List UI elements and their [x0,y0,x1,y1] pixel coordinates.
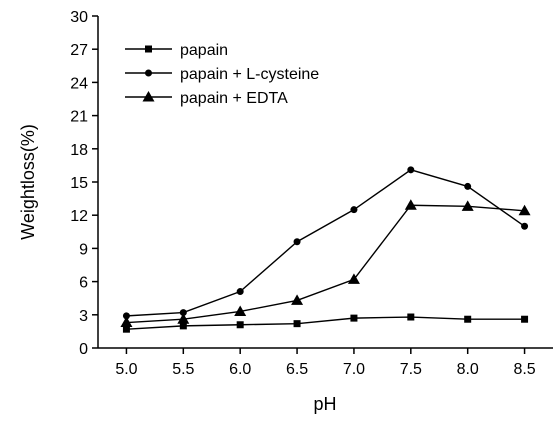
data-point-triangle [291,294,304,305]
y-tick-label: 6 [79,275,88,292]
data-point-circle [293,238,301,246]
series-triangle [120,199,531,328]
data-point-triangle [120,316,133,328]
x-tick-label: 8.5 [513,361,535,378]
data-point-circle [179,309,187,317]
y-axis-label: Weightloss(%) [18,124,38,240]
y-tick-label: 21 [70,109,88,126]
series-line [126,204,525,324]
x-tick-label: 6.5 [286,361,308,378]
x-tick-label: 5.5 [172,361,194,378]
series-square [122,313,529,333]
y-tick-label: 15 [70,175,88,192]
data-point-circle [407,166,415,174]
axes: 0 3 6 9 12 15 18 21 24 27 30 5.0 5.5 6.0 6.5 7.0 7.5 8.0 8… [70,9,553,378]
y-tick-label: 12 [70,208,88,225]
y-tick-label: 27 [70,42,88,59]
x-tick-label: 8.0 [457,361,479,378]
data-point-square [521,315,529,323]
data-point-square [236,321,244,329]
x-tick-label: 6.0 [229,361,251,378]
legend-label: papain [180,42,228,59]
legend-label: papain + EDTA [180,90,288,107]
y-tick-label: 24 [70,75,88,92]
data-point-circle [236,288,244,296]
y-tick-label: 3 [79,308,88,325]
data-point-triangle [461,200,474,211]
data-point-square [179,322,187,330]
data-point-triangle [404,199,417,210]
data-point-circle [464,182,472,190]
data-point-triangle [347,273,360,284]
series-line [126,169,525,317]
data-point-square [293,320,301,328]
data-point-triangle [518,204,531,216]
legend-item: papain [125,42,228,59]
x-tick-label: 7.5 [400,361,422,378]
series-circle [122,166,529,320]
data-point-square [407,313,415,321]
y-tick-label: 9 [79,241,88,258]
data-point-circle [521,222,529,230]
legend-item: papain + EDTA [125,90,288,107]
data-point-square [145,45,152,53]
plot-series [120,166,531,333]
series-line [126,316,525,330]
y-tick-label: 30 [70,9,88,26]
data-point-triangle [177,313,190,324]
data-point-square [350,314,358,322]
data-point-circle [350,206,358,214]
data-point-circle [145,69,152,77]
x-tick-label: 5.0 [115,361,137,378]
x-axis-label: pH [313,394,336,414]
data-point-triangle [142,91,155,102]
data-point-square [122,325,130,333]
legend-item: papain + L-cysteine [125,66,319,83]
data-point-triangle [234,305,247,316]
y-tick-label: 0 [79,341,88,358]
data-point-square [464,315,472,323]
y-tick-label: 18 [70,142,88,159]
x-tick-label: 7.0 [343,361,365,378]
legend-label: papain + L-cysteine [180,66,319,83]
legend: papain papain + L-cysteine papain + EDTA [125,42,319,107]
data-point-circle [122,312,130,320]
